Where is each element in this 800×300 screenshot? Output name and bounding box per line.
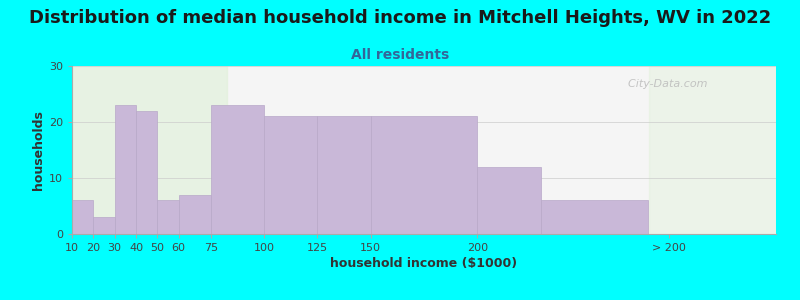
Y-axis label: households: households	[32, 110, 45, 190]
Bar	[318, 116, 370, 234]
Bar	[478, 167, 542, 234]
Text: City-Data.com: City-Data.com	[621, 80, 708, 89]
Bar	[94, 217, 114, 234]
Bar	[178, 195, 210, 234]
Bar	[210, 105, 264, 234]
Bar	[370, 116, 478, 234]
Bar	[136, 111, 158, 234]
Text: Distribution of median household income in Mitchell Heights, WV in 2022: Distribution of median household income …	[29, 9, 771, 27]
Bar	[650, 66, 776, 234]
Bar	[114, 105, 136, 234]
Bar	[158, 200, 178, 234]
X-axis label: household income ($1000): household income ($1000)	[330, 257, 518, 270]
Bar	[72, 200, 94, 234]
Bar	[72, 66, 227, 234]
Bar	[542, 200, 648, 234]
Text: All residents: All residents	[351, 48, 449, 62]
Bar	[264, 116, 318, 234]
